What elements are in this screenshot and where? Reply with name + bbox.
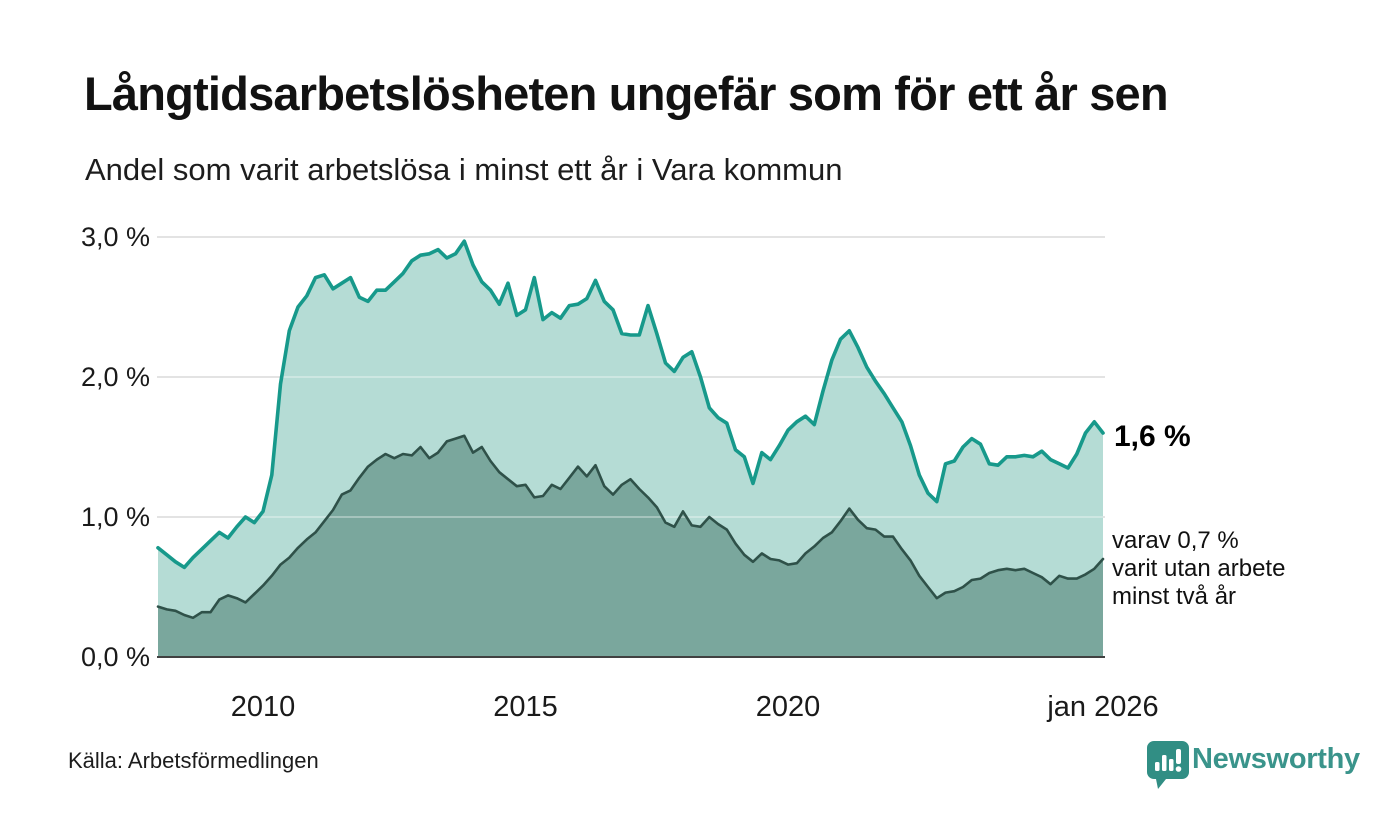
x-tick-label: jan 2026 <box>1047 691 1159 723</box>
x-tick-label: 2015 <box>493 691 558 723</box>
sub-annotation-line: varit utan arbete <box>1112 555 1286 582</box>
area-unemployed-min-2yr <box>158 435 1103 657</box>
y-tick-label: 1,0 % <box>80 502 150 532</box>
line-unemployed-min-2yr <box>156 434 1105 620</box>
y-tick-label: 3,0 % <box>80 222 150 252</box>
newsworthy-icon <box>1147 741 1189 789</box>
sub-series-annotation: varav 0,7 % varit utan arbete minst två … <box>1112 527 1285 611</box>
newsworthy-logo: Newsworthy <box>1146 740 1386 800</box>
source-label: Källa: Arbetsförmedlingen <box>68 748 319 773</box>
end-value-label: 1,6 % <box>1114 420 1191 453</box>
chart-title: Långtidsarbetslösheten ungefär som för e… <box>84 67 1169 120</box>
x-tick-label: 2010 <box>230 691 296 723</box>
gridlines-overlay <box>157 236 1105 518</box>
x-tick-label: 2020 <box>755 691 821 723</box>
sub-annotation-line: minst två år <box>1112 583 1237 610</box>
line-unemployed-min-1yr <box>156 239 1105 570</box>
y-tick-label: 0,0 % <box>80 642 150 672</box>
y-tick-label: 2,0 % <box>80 362 150 392</box>
sub-annotation-line: varav 0,7 % <box>1112 527 1239 554</box>
brand-name: Newsworthy <box>1192 743 1360 775</box>
chart-subtitle: Andel som varit arbetslösa i minst ett å… <box>85 152 843 187</box>
